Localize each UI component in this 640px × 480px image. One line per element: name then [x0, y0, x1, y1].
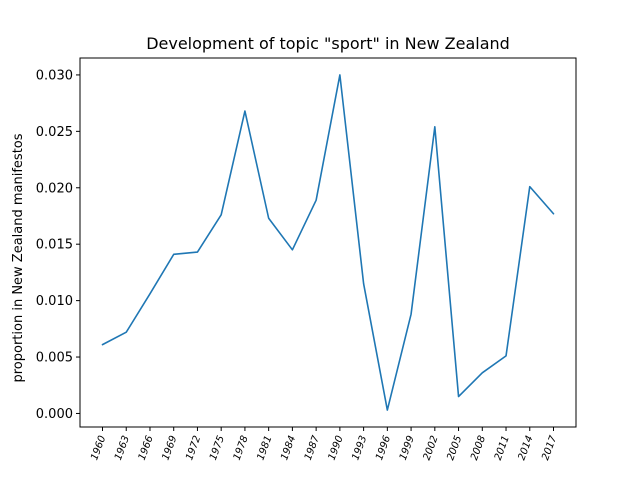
y-tick-label: 0.000 [36, 407, 73, 422]
y-tick-label: 0.005 [36, 351, 73, 366]
axes-frame [79, 57, 577, 428]
y-tick-label: 0.030 [36, 68, 73, 83]
series-line [101, 74, 555, 411]
chart-title: Development of topic "sport" in New Zeal… [146, 34, 510, 53]
y-tick-label: 0.010 [36, 294, 73, 309]
y-axis-label: proportion in New Zealand manifestos [11, 133, 26, 382]
y-tick-label: 0.020 [36, 181, 73, 196]
y-tick-label: 0.015 [36, 238, 73, 253]
y-tick-label: 0.025 [36, 125, 73, 140]
